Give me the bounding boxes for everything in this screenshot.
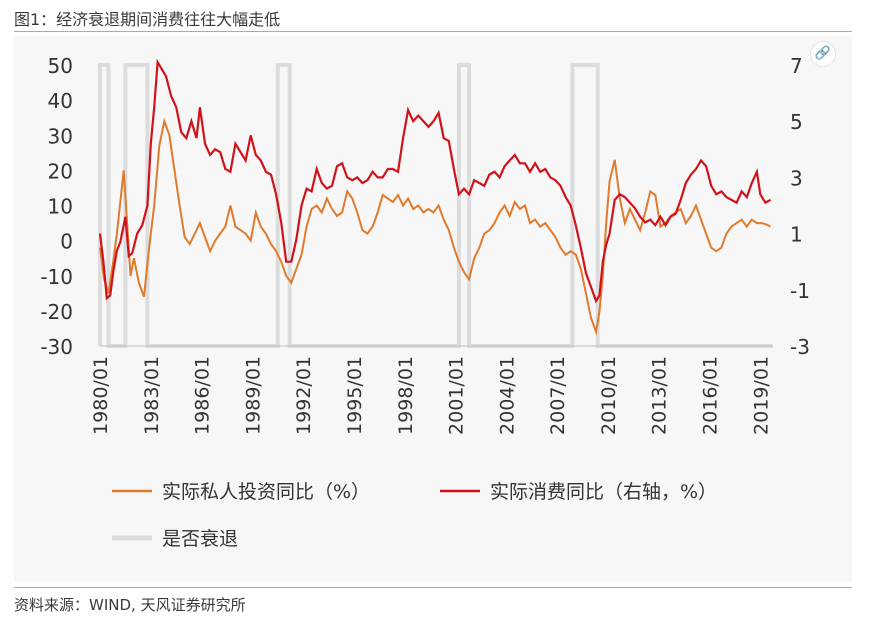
chart-panel <box>14 36 852 582</box>
left-axis-tick-label: -30 <box>40 335 73 359</box>
left-axis-tick-label: 50 <box>48 54 73 78</box>
footer-divider <box>14 587 852 588</box>
left-axis-ticks: -30 -20 -10 0 10 20 30 40 50 <box>40 54 73 359</box>
right-axis-tick-label: 5 <box>790 110 803 134</box>
x-axis-tick-label: 2001/01 <box>446 356 468 435</box>
x-axis-tick-label: 1986/01 <box>192 356 214 435</box>
x-axis-tick-label: 1992/01 <box>293 356 315 435</box>
legend-label-investment: 实际私人投资同比（%） <box>162 481 370 503</box>
left-axis-tick-label: 10 <box>48 195 73 219</box>
x-axis-tick-label: 1995/01 <box>344 356 366 435</box>
legend-label-consumption: 实际消费同比（右轴，%） <box>490 481 717 503</box>
x-axis-tick-label: 2019/01 <box>750 356 772 435</box>
right-axis-tick-label: -1 <box>790 279 810 303</box>
right-axis-tick-label: -3 <box>790 335 810 359</box>
x-axis-tick-label: 1980/01 <box>90 356 112 435</box>
legend: 实际私人投资同比（%） 实际消费同比（右轴，%） 是否衰退 <box>112 481 717 550</box>
right-axis-tick-label: 7 <box>790 54 803 78</box>
source-note: 资料来源：WIND, 天风证券研究所 <box>14 596 246 614</box>
left-axis-tick-label: 0 <box>60 230 73 254</box>
x-axis-tick-label: 2016/01 <box>700 356 722 435</box>
x-axis-tick-label: 2013/01 <box>649 356 671 435</box>
left-axis-tick-label: -20 <box>40 300 73 324</box>
x-axis-tick-label: 2010/01 <box>598 356 620 435</box>
x-axis-tick-label: 2004/01 <box>496 356 518 435</box>
x-axis-tick-label: 1989/01 <box>242 356 264 435</box>
x-axis-ticks: 1980/01 1983/01 1986/01 1989/01 1992/01 1995/… <box>90 345 773 435</box>
consumption-series-line <box>98 58 772 304</box>
figure-title: 图1：经济衰退期间消费往往大幅走低 <box>14 10 281 29</box>
x-axis-tick-label: 2007/01 <box>547 356 569 435</box>
left-axis-tick-label: -10 <box>40 265 73 289</box>
x-axis-tick-label: 1998/01 <box>395 356 417 435</box>
title-divider <box>14 31 852 32</box>
right-axis-ticks: -3 -1 1 3 5 7 <box>790 54 810 359</box>
right-axis-tick-label: 3 <box>790 166 803 190</box>
link-icon[interactable]: 🔗 <box>810 41 836 67</box>
legend-label-recession: 是否衰退 <box>162 528 238 550</box>
left-axis-tick-label: 30 <box>48 124 73 148</box>
left-axis-tick-label: 20 <box>48 159 73 183</box>
left-axis-tick-label: 40 <box>48 89 73 113</box>
x-axis-tick-label: 1983/01 <box>141 356 163 435</box>
right-axis-tick-label: 1 <box>790 223 803 247</box>
investment-series-line <box>99 117 771 336</box>
